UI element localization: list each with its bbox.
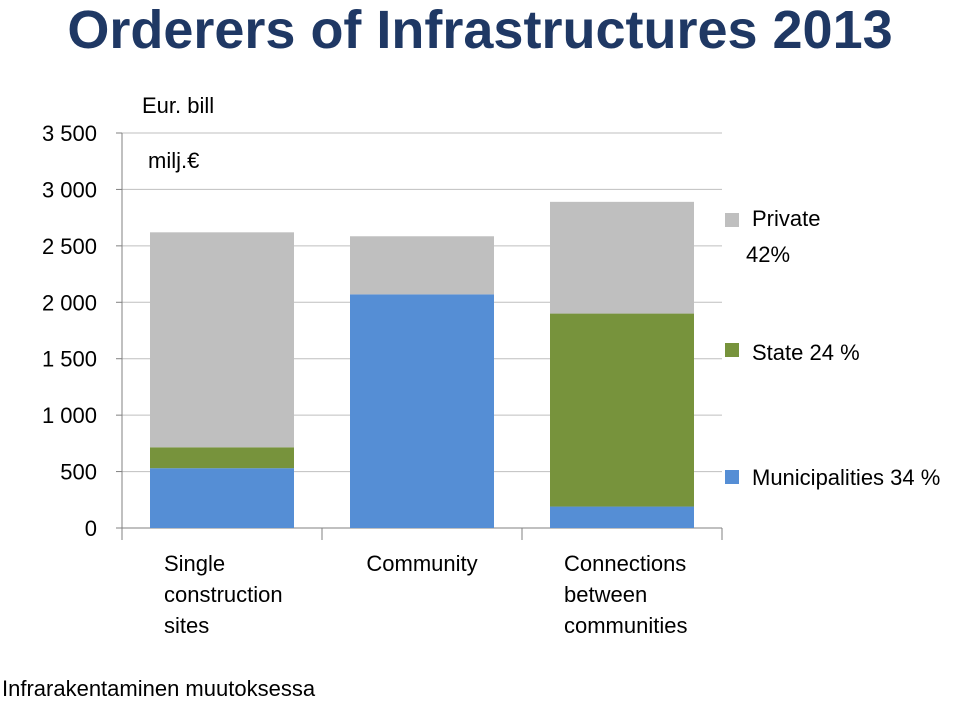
bar-segment — [350, 236, 494, 295]
legend-label: State 24 % — [752, 340, 860, 365]
bar-segment — [150, 447, 294, 469]
y-tick-label: 2 000 — [42, 290, 97, 315]
y-tick-label: 0 — [85, 516, 97, 541]
y-tick-label: 1 000 — [42, 403, 97, 428]
unit-label-milj: milj.€ — [148, 148, 200, 173]
x-category-label-line: communities — [564, 613, 687, 638]
x-category-label-line: Single — [164, 551, 225, 576]
x-category-label: Connections between communities — [564, 551, 687, 638]
x-category-label: Single construction sites — [164, 551, 283, 638]
legend-label: Private — [752, 206, 820, 231]
bar-segment — [350, 294, 494, 528]
y-tick-label: 500 — [60, 460, 97, 485]
bar-segment — [150, 232, 294, 448]
x-category-label-line: Connections — [564, 551, 686, 576]
bar-segment — [550, 506, 694, 528]
bar-segment — [550, 201, 694, 314]
y-tick-label: 1 500 — [42, 347, 97, 372]
bar-segment — [550, 313, 694, 507]
y-tick-label: 3 000 — [42, 177, 97, 202]
x-category-label-line: Community — [366, 551, 477, 576]
y-tick-label: 2 500 — [42, 234, 97, 259]
x-category-label-line: between — [564, 582, 647, 607]
footer-text: Infrarakentaminen muutoksessa — [2, 676, 316, 701]
legend-swatch — [725, 470, 739, 484]
legend-label: 42% — [746, 242, 790, 267]
y-tick-label: 3 500 — [42, 121, 97, 146]
bar-segment — [150, 468, 294, 528]
x-category-label: Community — [366, 551, 477, 576]
x-category-label-line: sites — [164, 613, 209, 638]
legend-label: Municipalities 34 % — [752, 465, 940, 490]
x-category-label-line: construction — [164, 582, 283, 607]
legend-swatch — [725, 213, 739, 227]
chart-title: Orderers of Infrastructures 2013 — [67, 0, 893, 60]
unit-label-eur: Eur. bill — [142, 93, 215, 118]
legend-swatch — [725, 343, 739, 357]
